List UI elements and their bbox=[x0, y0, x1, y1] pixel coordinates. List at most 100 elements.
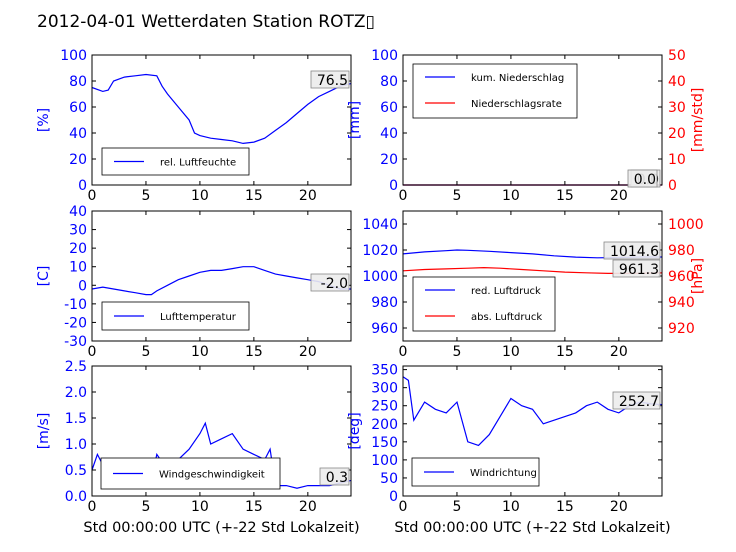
y-axis-label-temperature: [C] bbox=[36, 266, 52, 287]
panel-windspeed: 0 5 10 15 20 0.0 0.5 1.0 1.5 2.0 2.5 [m/s] Windgesch… bbox=[36, 359, 360, 536]
value-label-winddirection-0: 252.7 bbox=[619, 394, 659, 410]
panel-winddirection: 0 5 10 15 20050100150200250300350[deg]Windri… bbox=[347, 363, 671, 536]
y-tick-label-temperature-7: 40 bbox=[69, 204, 87, 220]
legend-label-temperature-0: Lufttemperatur bbox=[160, 312, 237, 323]
y-tick-label-winddirection-4: 200 bbox=[371, 417, 398, 433]
y-tick-label-pressure-0: 960 bbox=[371, 321, 398, 337]
panel-pressure: 0 5 10 15 20 960 980 1000 1020 1040 920 940 960 980 10… bbox=[362, 210, 706, 360]
x-tick-label-temperature-1: 5 bbox=[141, 344, 150, 360]
value-box-humidity-0 bbox=[310, 70, 350, 89]
legend-winddirection: Windrichtung bbox=[411, 457, 540, 487]
x-tick-label-humidity-3: 15 bbox=[245, 188, 263, 204]
y2-axis-label-precipitation: [mm/std] bbox=[690, 88, 706, 153]
legend-label-humidity-0: rel. Luftfeuchte bbox=[160, 158, 236, 169]
y-tick-label-pressure-2: 1000 bbox=[362, 269, 398, 285]
y-tick-label-temperature-6: 30 bbox=[69, 223, 87, 239]
y2-tick-label-pressure-4: 1000 bbox=[668, 217, 704, 233]
legend-label-precipitation-0: kum. Niederschlag bbox=[471, 73, 564, 84]
value-box-precipitation-1 bbox=[627, 169, 658, 188]
y-tick-label-winddirection-6: 300 bbox=[371, 381, 398, 397]
x-tick-label-humidity-2: 10 bbox=[191, 188, 209, 204]
y2-tick-label-precipitation-0: 0 bbox=[668, 178, 677, 194]
x-tick-label-precipitation-3: 15 bbox=[556, 188, 574, 204]
y-tick-label-pressure-3: 1020 bbox=[362, 243, 398, 259]
value-box-winddirection-0 bbox=[612, 391, 661, 410]
x-tick-label-temperature-2: 10 bbox=[191, 344, 209, 360]
value-label-windspeed-0: 0.3 bbox=[326, 470, 348, 486]
legend-label-pressure-0: red. Luftdruck bbox=[471, 286, 541, 297]
y-tick-label-humidity-3: 60 bbox=[69, 100, 87, 116]
y-tick-label-windspeed-5: 2.5 bbox=[65, 359, 87, 375]
x-tick-label-winddirection-4: 20 bbox=[610, 499, 628, 515]
y-tick-label-winddirection-0: 0 bbox=[389, 489, 398, 505]
y-tick-label-pressure-4: 1040 bbox=[362, 217, 398, 233]
y-axis-label-windspeed: [m/s] bbox=[36, 413, 52, 450]
value-label-precipitation-1: 0.0 bbox=[634, 172, 656, 188]
plot-frame-windspeed bbox=[91, 365, 352, 497]
x-tick-label-precipitation-0: 0 bbox=[399, 188, 408, 204]
x-tick-label-windspeed-2: 10 bbox=[191, 499, 209, 515]
figure-title: 2012-04-01 Wetterdaten Station ROTZ▯ bbox=[37, 12, 375, 32]
y2-tick-label-pressure-1: 940 bbox=[668, 295, 695, 311]
y2-tick-label-pressure-3: 980 bbox=[668, 243, 695, 259]
y-tick-label-humidity-5: 100 bbox=[60, 48, 87, 64]
x-tick-label-pressure-0: 0 bbox=[399, 344, 408, 360]
y-axis-label-winddirection: [deg] bbox=[347, 412, 363, 449]
y-tick-label-humidity-2: 40 bbox=[69, 126, 87, 142]
x-tick-label-temperature-0: 0 bbox=[88, 344, 97, 360]
y-tick-label-temperature-2: -10 bbox=[64, 297, 87, 313]
y-tick-label-windspeed-2: 1.0 bbox=[65, 437, 87, 453]
plot-frame-humidity bbox=[91, 54, 352, 186]
x-tick-label-humidity-1: 5 bbox=[141, 188, 150, 204]
panel-humidity: 0 5 10 15 20 0 20 40 60 80 100 [%] rel. Luftfeuchte 7… bbox=[36, 48, 352, 204]
y2-tick-label-precipitation-1: 10 bbox=[668, 152, 686, 168]
y-tick-label-precipitation-3: 60 bbox=[380, 100, 398, 116]
x-tick-label-pressure-4: 20 bbox=[610, 344, 628, 360]
value-box-pressure-1 bbox=[612, 259, 661, 278]
legend-label-precipitation-1: Niederschlagsrate bbox=[471, 99, 562, 110]
y-tick-label-precipitation-0: 0 bbox=[389, 178, 398, 194]
y-tick-label-precipitation-5: 100 bbox=[371, 48, 398, 64]
x-tick-label-windspeed-4: 20 bbox=[299, 499, 317, 515]
y-tick-label-winddirection-7: 350 bbox=[371, 363, 398, 379]
x-tick-label-precipitation-1: 5 bbox=[452, 188, 461, 204]
x-tick-label-windspeed-1: 5 bbox=[141, 499, 150, 515]
legend-label-windspeed-0: Windgeschwindigkeit bbox=[159, 470, 265, 481]
y2-tick-label-precipitation-4: 40 bbox=[668, 74, 686, 90]
legend-label-pressure-1: abs. Luftdruck bbox=[471, 312, 542, 323]
series-line-temperature-0 bbox=[91, 266, 351, 296]
x-tick-label-windspeed-3: 15 bbox=[245, 499, 263, 515]
x-tick-label-pressure-2: 10 bbox=[502, 344, 520, 360]
y-tick-label-winddirection-3: 150 bbox=[371, 435, 398, 451]
y-tick-label-windspeed-4: 2.0 bbox=[65, 385, 87, 401]
y-tick-label-windspeed-0: 0.0 bbox=[65, 489, 87, 505]
legend-box-precipitation bbox=[412, 63, 578, 119]
x-tick-label-windspeed-0: 0 bbox=[88, 499, 97, 515]
legend-pressure: red. Luftdruck abs. Luftdruck bbox=[412, 276, 556, 332]
legend-precipitation: kum. Niederschlag Niederschlagsrate bbox=[412, 63, 578, 119]
y-tick-label-winddirection-1: 50 bbox=[380, 471, 398, 487]
x-tick-label-precipitation-2: 10 bbox=[502, 188, 520, 204]
y-tick-label-windspeed-1: 0.5 bbox=[65, 463, 87, 479]
value-label-temperature-0: -2.0 bbox=[321, 276, 348, 292]
panel-temperature: 0 5 10 15 20 -30 -20 -10 0 10 20 30 40 [C] Lufttempera… bbox=[36, 204, 352, 360]
value-box-temperature-0 bbox=[310, 273, 350, 292]
x-tick-label-pressure-1: 5 bbox=[452, 344, 461, 360]
y-tick-label-precipitation-2: 40 bbox=[380, 126, 398, 142]
x-tick-label-pressure-3: 15 bbox=[556, 344, 574, 360]
x-tick-label-winddirection-1: 5 bbox=[452, 499, 461, 515]
y-tick-label-winddirection-5: 250 bbox=[371, 399, 398, 415]
y-tick-label-temperature-0: -30 bbox=[64, 334, 87, 350]
x-axis-label-winddirection: Std 00:00:00 UTC (+-22 Std Lokalzeit) bbox=[394, 520, 670, 536]
x-tick-label-winddirection-3: 15 bbox=[556, 499, 574, 515]
value-label-humidity-0: 76.5 bbox=[317, 73, 348, 89]
y2-tick-label-pressure-2: 960 bbox=[668, 269, 695, 285]
x-tick-label-precipitation-4: 20 bbox=[610, 188, 628, 204]
y-tick-label-temperature-4: 10 bbox=[69, 260, 87, 276]
x-tick-label-temperature-3: 15 bbox=[245, 344, 263, 360]
legend-temperature: Lufttemperatur bbox=[101, 301, 250, 331]
y-axis-label-humidity: [%] bbox=[36, 108, 52, 132]
series-line-winddirection-0 bbox=[402, 376, 663, 447]
y-axis-label-precipitation: [mm] bbox=[347, 101, 363, 139]
